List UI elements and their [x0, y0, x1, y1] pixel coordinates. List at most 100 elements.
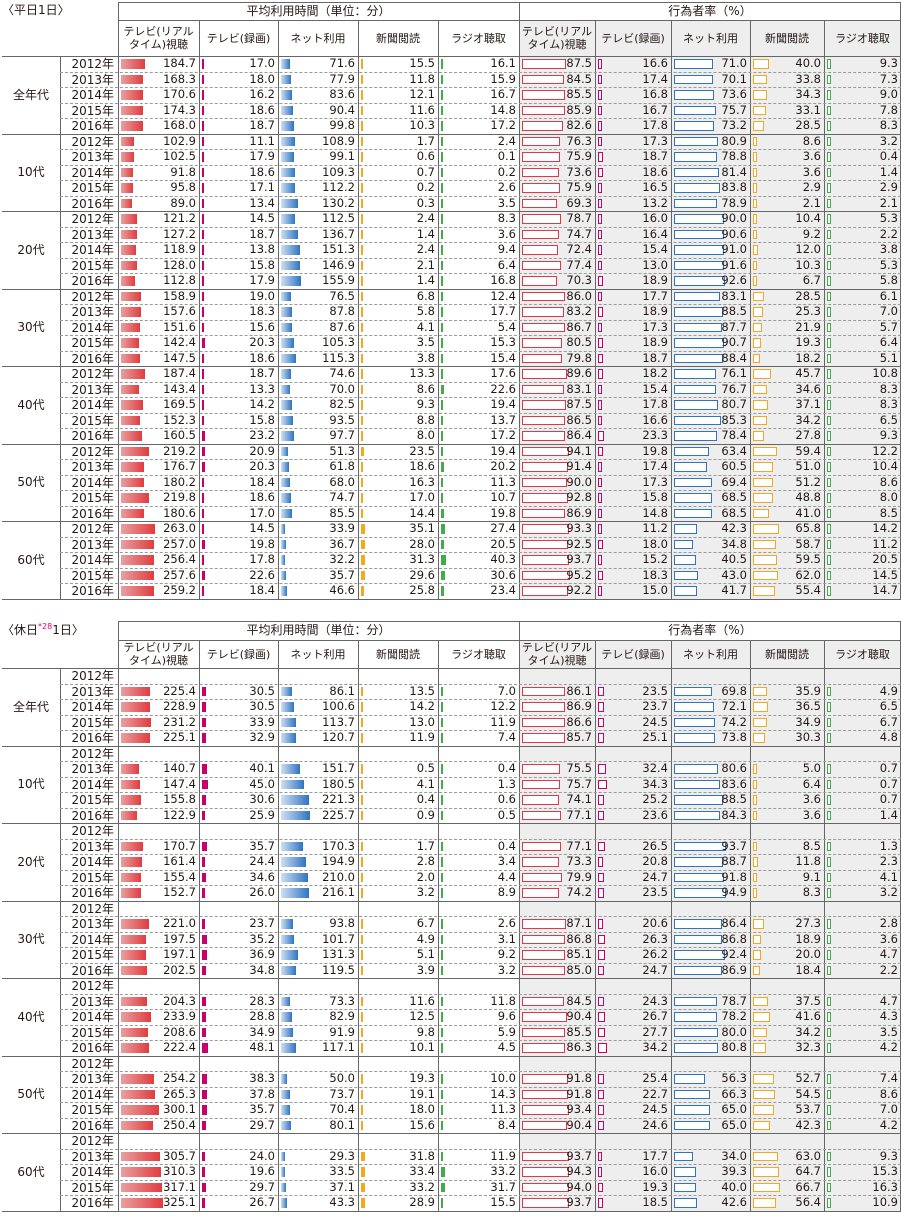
rate-value-tv-recorded: 19.3: [642, 1179, 668, 1194]
time-bar-newspaper: [361, 841, 363, 851]
rate-value-radio: 2.3: [879, 854, 898, 868]
time-value-radio: 30.6: [490, 567, 516, 582]
rate-value-radio: 15.3: [872, 1164, 898, 1178]
time-bar-internet: [281, 872, 308, 882]
time-value-tv-recorded: 17.9: [249, 149, 275, 163]
time-value-radio: 40.3: [490, 552, 516, 566]
year-label: 2015年: [71, 258, 114, 273]
rate-value-tv-realtime: 94.1: [566, 443, 592, 458]
time-bar-tv-recorded: [202, 384, 204, 394]
time-value-newspaper: 5.8: [416, 304, 435, 318]
time-bar-tv-realtime: [121, 1105, 160, 1115]
header-mid-rule: [118, 20, 901, 21]
rate-bar-internet: [674, 764, 719, 774]
time-value-radio: 14.8: [490, 102, 516, 117]
rate-value-newspaper: 65.8: [795, 521, 821, 535]
time-value-tv-recorded: 33.9: [249, 714, 275, 729]
rate-bar-radio: [827, 245, 831, 255]
time-value-tv-recorded: 34.9: [249, 1024, 275, 1039]
rate-value-tv-recorded: 23.5: [642, 683, 668, 698]
rate-bar-internet: [674, 795, 723, 805]
column-divider: [671, 640, 672, 1211]
time-bar-tv-recorded: [202, 276, 205, 286]
rate-bar-internet: [674, 872, 725, 882]
time-bar-newspaper: [361, 539, 365, 549]
time-value-radio: 20.5: [490, 536, 516, 551]
time-bar-tv-realtime: [121, 462, 144, 472]
time-bar-radio: [441, 322, 443, 332]
rate-value-tv-realtime: 86.6: [566, 714, 592, 729]
time-value-newspaper: 33.4: [409, 1164, 435, 1178]
rate-bar-internet: [674, 183, 721, 193]
rate-value-internet: 78.4: [721, 428, 747, 442]
rate-bar-tv-recorded: [598, 431, 604, 441]
time-value-tv-realtime: 233.9: [163, 1009, 196, 1023]
time-value-radio: 8.4: [497, 1117, 516, 1132]
rate-bar-newspaper: [753, 493, 773, 503]
rate-bar-radio: [827, 555, 832, 565]
rate-bar-radio: [827, 1182, 831, 1192]
time-bar-tv-realtime: [121, 121, 143, 131]
time-value-newspaper: 17.0: [409, 490, 435, 504]
row-separator: [60, 1071, 901, 1072]
time-bar-radio: [441, 686, 443, 696]
time-value-tv-realtime: 118.9: [163, 242, 196, 256]
rate-value-tv-realtime: 86.7: [566, 319, 592, 334]
rate-value-tv-realtime: 77.1: [566, 807, 592, 822]
rate-bar-tv-realtime: [522, 508, 566, 518]
rate-bar-tv-realtime: [522, 121, 564, 131]
rate-bar-radio: [827, 888, 831, 898]
rate-bar-tv-realtime: [522, 888, 560, 898]
time-bar-newspaper: [361, 307, 363, 317]
rate-bar-radio: [827, 1012, 831, 1022]
time-bar-newspaper: [361, 384, 363, 394]
rate-value-internet: 90.7: [721, 335, 747, 349]
time-value-radio: 15.3: [490, 335, 516, 349]
age-group-label: 全年代: [12, 699, 49, 714]
time-bar-tv-realtime: [121, 446, 150, 456]
rate-bar-newspaper: [753, 733, 766, 743]
rate-value-tv-recorded: 17.7: [642, 288, 668, 303]
rate-value-tv-realtime: 85.9: [566, 102, 592, 117]
time-value-tv-recorded: 30.5: [249, 699, 275, 713]
rate-value-internet: 68.5: [721, 505, 747, 520]
time-value-tv-realtime: 197.5: [163, 931, 196, 946]
rate-bar-tv-recorded: [598, 1120, 605, 1130]
time-bar-internet: [281, 965, 297, 975]
rate-value-tv-realtime: 86.9: [566, 505, 592, 520]
row-separator: [60, 257, 901, 259]
time-value-internet: 29.3: [329, 1148, 355, 1163]
rate-value-newspaper: 6.4: [802, 776, 821, 791]
time-bar-tv-realtime: [121, 1182, 162, 1192]
rate-value-newspaper: 34.3: [795, 87, 821, 101]
time-bar-radio: [441, 570, 445, 580]
rate-value-tv-recorded: 24.3: [642, 993, 668, 1008]
rate-bar-newspaper: [753, 415, 767, 425]
time-bar-tv-realtime: [121, 965, 147, 975]
rate-bar-radio: [827, 539, 831, 549]
time-value-newspaper: 28.0: [409, 536, 435, 551]
time-bar-newspaper: [361, 764, 363, 774]
time-value-tv-realtime: 257.0: [163, 536, 196, 551]
rate-bar-internet: [674, 717, 715, 727]
time-value-radio: 7.4: [497, 730, 516, 744]
column-divider: [438, 640, 439, 1211]
rate-value-tv-recorded: 26.7: [642, 1009, 668, 1023]
time-bar-tv-recorded: [202, 446, 205, 456]
time-bar-tv-realtime: [121, 415, 141, 425]
time-value-newspaper: 11.6: [409, 102, 435, 117]
rate-value-newspaper: 8.6: [802, 133, 821, 148]
row-separator: [60, 761, 901, 762]
time-value-internet: 73.3: [329, 993, 355, 1008]
time-value-tv-recorded: 16.2: [249, 87, 275, 101]
time-bar-tv-realtime: [121, 1074, 154, 1084]
header-top-rule: [118, 621, 901, 622]
rate-bar-tv-recorded: [598, 214, 602, 224]
rate-bar-tv-recorded: [598, 965, 605, 975]
rate-value-tv-realtime: 75.5: [566, 761, 592, 775]
rate-value-newspaper: 20.0: [795, 947, 821, 961]
rate-value-tv-realtime: 80.5: [566, 335, 592, 349]
time-bar-tv-recorded: [202, 872, 207, 882]
time-bar-tv-recorded: [202, 369, 205, 379]
row-separator: [60, 1024, 901, 1026]
